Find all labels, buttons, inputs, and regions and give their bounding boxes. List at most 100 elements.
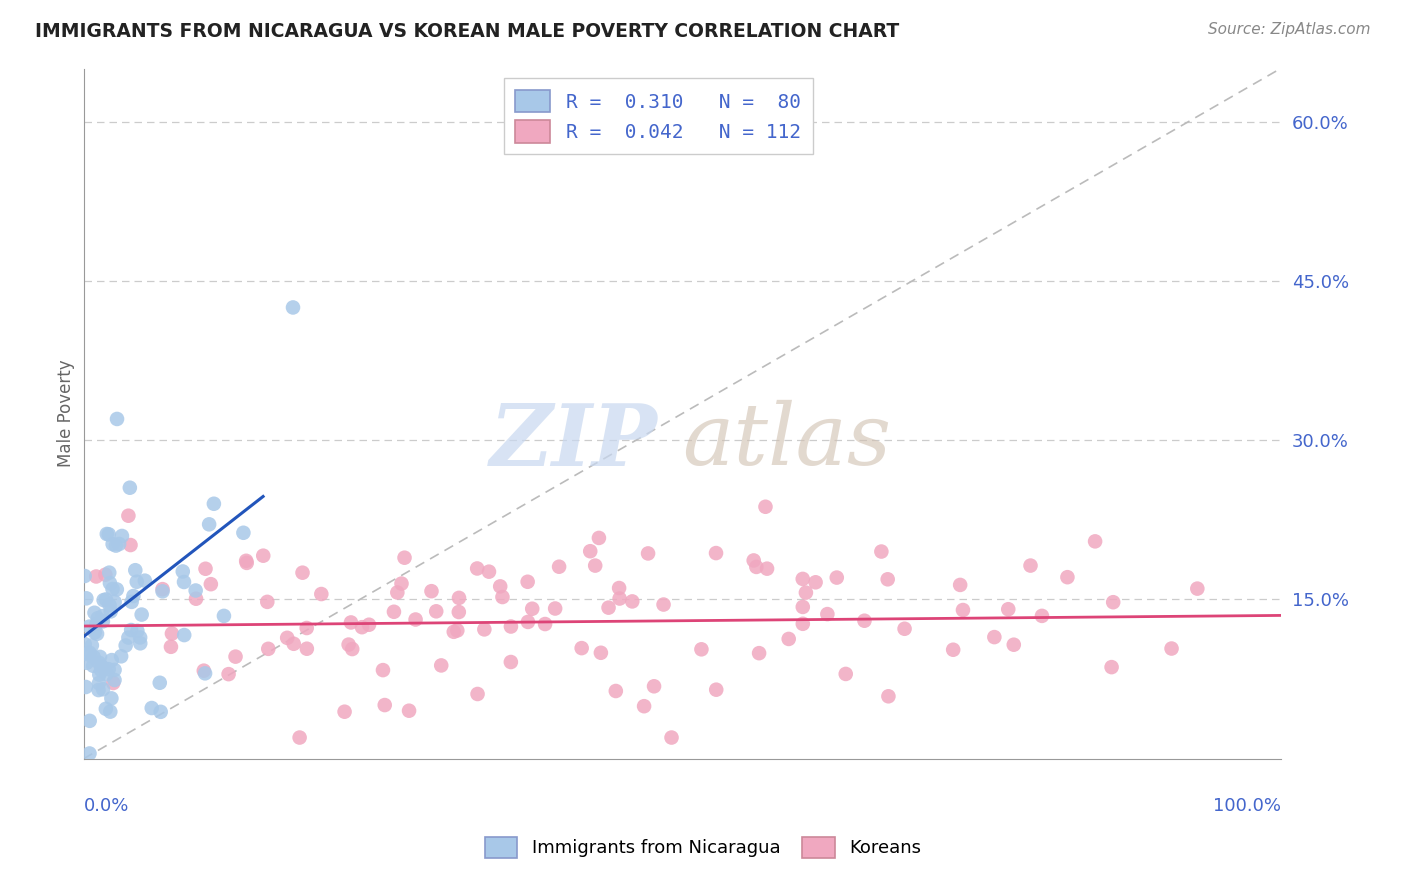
Text: atlas: atlas — [682, 400, 891, 483]
Point — [637, 546, 659, 560]
Point — [394, 550, 416, 565]
Point — [997, 602, 1019, 616]
Point — [283, 637, 305, 651]
Point — [443, 624, 465, 639]
Point — [122, 589, 145, 603]
Point — [588, 531, 610, 545]
Point — [105, 582, 128, 597]
Point — [184, 591, 207, 606]
Point — [652, 598, 675, 612]
Point — [952, 603, 974, 617]
Point — [89, 667, 111, 681]
Point — [748, 646, 770, 660]
Text: 100.0%: 100.0% — [1212, 797, 1281, 814]
Point — [100, 604, 122, 618]
Point — [75, 591, 97, 606]
Point — [121, 595, 143, 609]
Point — [491, 590, 513, 604]
Text: IMMIGRANTS FROM NICARAGUA VS KOREAN MALE POVERTY CORRELATION CHART: IMMIGRANTS FROM NICARAGUA VS KOREAN MALE… — [35, 22, 900, 41]
Point — [446, 624, 468, 638]
Point — [94, 567, 117, 582]
Point — [756, 562, 779, 576]
Point — [141, 701, 163, 715]
Point — [516, 574, 538, 589]
Point — [232, 525, 254, 540]
Point — [870, 544, 893, 558]
Point — [101, 537, 124, 551]
Point — [690, 642, 713, 657]
Point — [73, 637, 96, 651]
Point — [87, 656, 110, 670]
Point — [425, 604, 447, 618]
Point — [1031, 608, 1053, 623]
Point — [173, 628, 195, 642]
Text: Source: ZipAtlas.com: Source: ZipAtlas.com — [1208, 22, 1371, 37]
Point — [97, 527, 120, 541]
Point — [91, 609, 114, 624]
Point — [96, 527, 118, 541]
Point — [281, 301, 304, 315]
Y-axis label: Male Poverty: Male Poverty — [58, 359, 75, 467]
Point — [489, 579, 512, 593]
Point — [598, 600, 620, 615]
Point — [194, 666, 217, 681]
Point — [804, 575, 827, 590]
Point — [516, 615, 538, 629]
Point — [295, 621, 318, 635]
Point — [877, 690, 900, 704]
Point — [256, 595, 278, 609]
Point — [98, 566, 121, 580]
Point — [103, 676, 125, 690]
Point — [704, 682, 727, 697]
Point — [571, 641, 593, 656]
Point — [1019, 558, 1042, 573]
Point — [405, 613, 427, 627]
Point — [120, 538, 142, 552]
Point — [101, 653, 124, 667]
Point — [1102, 595, 1125, 609]
Point — [430, 658, 453, 673]
Point — [202, 497, 225, 511]
Point — [97, 662, 120, 676]
Point — [225, 649, 247, 664]
Point — [605, 684, 627, 698]
Point — [1160, 641, 1182, 656]
Point — [609, 591, 631, 606]
Point — [949, 578, 972, 592]
Point — [876, 572, 898, 586]
Text: ZIP: ZIP — [491, 400, 658, 483]
Point — [218, 667, 240, 681]
Point — [117, 508, 139, 523]
Point — [835, 667, 858, 681]
Point — [333, 705, 356, 719]
Point — [825, 571, 848, 585]
Point — [75, 680, 97, 694]
Point — [160, 626, 183, 640]
Point — [129, 636, 152, 650]
Point — [83, 606, 105, 620]
Point — [853, 614, 876, 628]
Point — [754, 500, 776, 514]
Point — [79, 646, 101, 660]
Text: 0.0%: 0.0% — [83, 797, 129, 814]
Point — [579, 544, 602, 558]
Point — [534, 617, 557, 632]
Point — [1002, 638, 1025, 652]
Point — [198, 517, 221, 532]
Point — [745, 560, 768, 574]
Point — [374, 698, 396, 712]
Point — [583, 558, 606, 573]
Point — [118, 481, 141, 495]
Point — [1084, 534, 1107, 549]
Point — [152, 584, 174, 599]
Point — [815, 607, 838, 621]
Point — [134, 574, 156, 588]
Point — [350, 620, 373, 634]
Point — [311, 587, 333, 601]
Point — [478, 565, 501, 579]
Point — [794, 585, 817, 599]
Point — [607, 581, 630, 595]
Point — [83, 625, 105, 640]
Point — [465, 561, 488, 575]
Point — [149, 705, 172, 719]
